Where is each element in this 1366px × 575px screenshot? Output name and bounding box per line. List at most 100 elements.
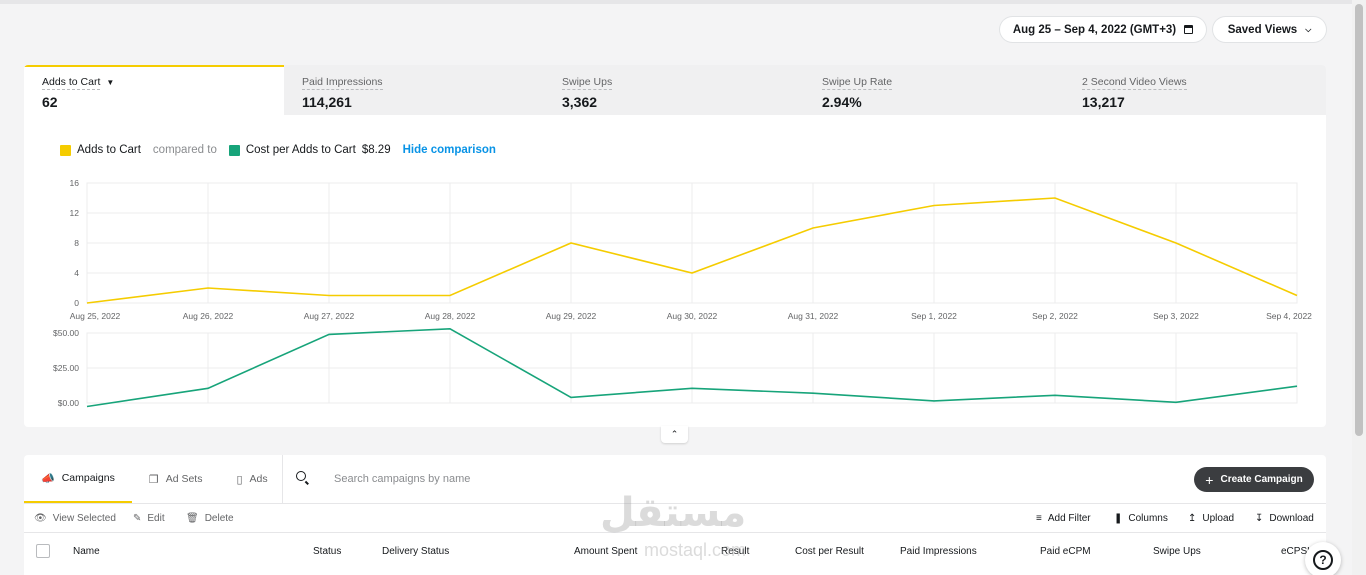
x-tick-label: Aug 25, 2022 <box>70 311 121 321</box>
column-header-paid-impressions[interactable]: Paid Impressions <box>900 546 977 557</box>
x-tick-label: Aug 29, 2022 <box>546 311 597 321</box>
select-all-checkbox[interactable] <box>36 544 50 558</box>
legend-swatch-secondary <box>228 144 240 156</box>
filter-icon: ≡ <box>1036 513 1042 524</box>
add-filter-label: Add Filter <box>1047 513 1091 524</box>
search-input[interactable] <box>334 469 834 489</box>
legend-secondary-value: $8.29 <box>361 144 391 156</box>
campaigns-table-card: 📣 Campaigns ❐ Ad Sets ▯ Ads + Create Campaig… <box>24 455 1326 575</box>
y-tick-label: $0.00 <box>58 398 80 408</box>
column-header-status[interactable]: Status <box>313 546 342 557</box>
table-header: Name Status Delivery Status Amount Spent… <box>24 535 1326 571</box>
watermark-arabic: مستقل <box>600 491 747 535</box>
x-tick-label: Aug 28, 2022 <box>425 311 476 321</box>
tab-ad-sets[interactable]: ❐ Ad Sets <box>132 455 220 503</box>
x-tick-label: Sep 1, 2022 <box>911 311 957 321</box>
column-header-amount-spent[interactable]: Amount Spent <box>574 546 638 557</box>
metric-label: Adds to Cart <box>42 76 101 90</box>
date-range-picker[interactable]: Aug 25 – Sep 4, 2022 (GMT+3) <box>1000 17 1206 42</box>
y-tick-label: $50.00 <box>53 328 79 338</box>
metric-value: 62 <box>42 94 58 110</box>
create-campaign-label: Create Campaign <box>1220 474 1303 485</box>
column-header-paid-ecpm[interactable]: Paid eCPM <box>1040 546 1091 557</box>
column-header-ecpsu[interactable]: eCPSU <box>1281 546 1315 557</box>
columns-icon: ❚ <box>1114 513 1123 524</box>
column-header-delivery-status[interactable]: Delivery Status <box>382 546 450 557</box>
delete-button[interactable]: 🗑 Delete <box>186 513 234 524</box>
metric-tab-swipe-ups[interactable]: Swipe Ups 3,362 <box>544 65 804 115</box>
column-header-result[interactable]: Result <box>721 546 750 557</box>
metric-label: 2 Second Video Views <box>1082 76 1187 90</box>
collapse-chart-button[interactable]: ⌃ <box>661 426 688 443</box>
create-campaign-button[interactable]: + Create Campaign <box>1194 467 1314 492</box>
tab-label: Campaigns <box>61 472 115 484</box>
legend-primary-label: Adds to Cart <box>77 144 141 156</box>
column-header-swipe-ups[interactable]: Swipe Ups <box>1153 546 1201 557</box>
upload-icon: ↥ <box>1188 513 1197 524</box>
tab-campaigns[interactable]: 📣 Campaigns <box>24 455 132 503</box>
metric-tab-swipe-up-rate[interactable]: Swipe Up Rate 2.94% <box>804 65 1064 115</box>
question-icon: ? <box>1313 550 1333 570</box>
scrollbar-thumb[interactable] <box>1355 4 1363 436</box>
x-tick-label: Sep 4, 2022 <box>1266 311 1312 321</box>
metric-value: 2.94% <box>822 94 862 110</box>
metrics-panel: Adds to Cart ▼ 62 Paid Impressions 114,26… <box>24 65 1326 427</box>
y-tick-label: 8 <box>74 238 79 248</box>
entity-tabs: 📣 Campaigns ❐ Ad Sets ▯ Ads <box>24 455 285 503</box>
x-tick-label: Aug 27, 2022 <box>304 311 355 321</box>
calendar-icon <box>1184 25 1194 34</box>
metric-tab-paid-impressions[interactable]: Paid Impressions 114,261 <box>284 65 544 115</box>
tab-label: Ad Sets <box>165 473 203 485</box>
edit-button[interactable]: ✎ Edit <box>133 513 165 524</box>
add-filter-button[interactable]: ≡ Add Filter <box>1036 513 1091 524</box>
y-tick-label: $25.00 <box>53 363 79 373</box>
saved-views-label: Saved Views <box>1227 23 1298 36</box>
comparison-chart: 0 4 8 12 16 Aug 25, 2022 Aug 26, 2022 Aug 27, 2… <box>53 178 1312 408</box>
column-header-cost-per-result[interactable]: Cost per Result <box>795 546 864 557</box>
metric-label: Paid Impressions <box>302 76 383 90</box>
y-tick-label: 16 <box>70 178 80 188</box>
date-range-label: Aug 25 – Sep 4, 2022 (GMT+3) <box>1012 23 1177 36</box>
columns-button[interactable]: ❚ Columns <box>1114 513 1168 524</box>
y-tick-label: 12 <box>70 208 80 218</box>
columns-label: Columns <box>1128 513 1168 524</box>
divider <box>282 455 283 503</box>
x-tick-label: Aug 30, 2022 <box>667 311 718 321</box>
metric-value: 3,362 <box>562 94 598 110</box>
tab-label: Ads <box>249 473 268 485</box>
y-tick-label: 4 <box>74 268 79 278</box>
column-header-name[interactable]: Name <box>73 546 100 557</box>
legend-swatch-primary <box>60 144 71 156</box>
metric-label: Swipe Ups <box>562 76 613 90</box>
hide-comparison-link[interactable]: Hide comparison <box>402 144 496 156</box>
x-tick-label: Sep 2, 2022 <box>1032 311 1078 321</box>
x-tick-label: Aug 31, 2022 <box>788 311 839 321</box>
view-selected-label: View Selected <box>52 513 116 524</box>
metric-value: 13,217 <box>1082 94 1125 110</box>
page-scrollbar[interactable] <box>1352 0 1366 575</box>
legend-compared-label: compared to <box>152 144 217 156</box>
help-button[interactable]: ? <box>1305 542 1341 575</box>
table-toolbar: 👁 View Selected ✎ Edit 🗑 Delete ≡ Add Filter… <box>24 503 1326 533</box>
chevron-down-icon: ⌵ <box>1305 24 1312 34</box>
download-label: Download <box>1269 513 1314 524</box>
y-tick-label: 0 <box>74 298 79 308</box>
top-edge <box>0 0 1352 4</box>
caret-down-icon[interactable]: ▼ <box>106 78 115 87</box>
x-tick-label: Sep 3, 2022 <box>1153 311 1199 321</box>
saved-views-dropdown[interactable]: Saved Views ⌵ <box>1213 17 1326 42</box>
view-selected-button[interactable]: 👁 View Selected <box>34 513 116 524</box>
plus-icon: + <box>1205 471 1214 488</box>
search-icon <box>296 471 306 481</box>
legend-secondary-label: Cost per Adds to Cart <box>245 144 356 156</box>
x-tick-label: Aug 26, 2022 <box>183 311 234 321</box>
upload-button[interactable]: ↥ Upload <box>1188 513 1234 524</box>
chart-legend: Adds to Cart compared to Cost per Adds t… <box>60 144 496 156</box>
trash-icon: 🗑 <box>186 513 199 524</box>
metric-tab-adds-to-cart[interactable]: Adds to Cart ▼ 62 <box>24 65 284 115</box>
metric-tab-video-views[interactable]: 2 Second Video Views 13,217 <box>1064 65 1324 115</box>
download-button[interactable]: ↧ Download <box>1255 513 1314 524</box>
tab-ads[interactable]: ▯ Ads <box>219 455 284 503</box>
metric-label: Swipe Up Rate <box>822 76 893 90</box>
upload-label: Upload <box>1202 513 1235 524</box>
